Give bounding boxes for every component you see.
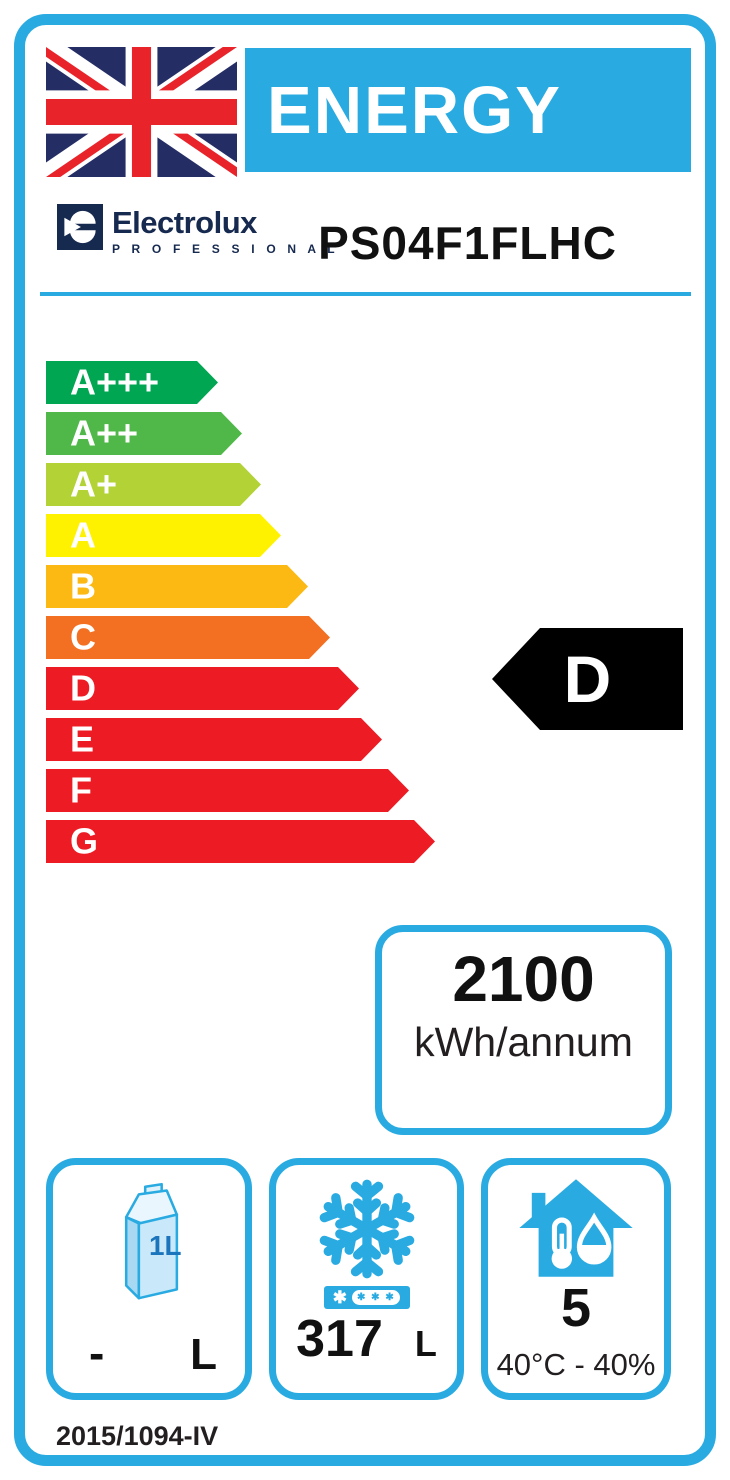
- rating-arrow-e: E: [46, 718, 382, 761]
- rating-arrow-label: E: [70, 717, 95, 759]
- current-rating-arrow: D: [492, 628, 683, 730]
- chilled-volume-unit: L: [190, 1330, 217, 1379]
- climate-condition: 40°C - 40%: [496, 1347, 656, 1382]
- energy-consumption-box: 2100 kWh/annum: [375, 925, 672, 1135]
- model-number: PS04F1FLHC: [318, 217, 617, 269]
- frozen-volume-unit: L: [414, 1323, 437, 1364]
- freezer-star-icon: ✱: [332, 1288, 348, 1307]
- snowflake-icon: [315, 1177, 419, 1281]
- freezer-star-rating-badge: ✱ ✱ ✱ ✱: [323, 1286, 410, 1309]
- rating-arrow-ap: A+: [46, 463, 261, 506]
- header-divider: [40, 292, 691, 296]
- rating-scale: A+++ A++ A+ A B C D E F G D: [46, 361, 686, 862]
- rating-arrow-label: A: [70, 513, 96, 555]
- rating-arrow-c: C: [46, 616, 330, 659]
- brand-wordmark: Electrolux P R O F E S S I O N A L: [112, 204, 339, 256]
- frozen-volume-value: 317: [296, 1310, 383, 1368]
- carton-volume-label: 1L: [149, 1230, 182, 1261]
- label-border: [14, 14, 716, 1466]
- milk-carton-icon: 1L: [124, 1182, 182, 1300]
- rating-arrow-a: A: [46, 514, 281, 557]
- rating-arrow-label: A++: [70, 411, 139, 453]
- rating-arrow-label: C: [70, 615, 96, 657]
- rating-arrow-label: D: [70, 666, 96, 708]
- climate-class-value: 5: [560, 1278, 592, 1338]
- chilled-volume-box: 1L - L: [46, 1158, 252, 1400]
- rating-arrow-label: G: [70, 819, 99, 861]
- house-icon: [519, 1179, 633, 1277]
- rating-arrow-app: A++: [46, 412, 242, 455]
- energy-consumption-value: 2100: [452, 943, 595, 1015]
- current-rating-letter: D: [563, 642, 612, 716]
- rating-arrow-label: A+: [70, 462, 118, 504]
- rating-arrow-label: F: [70, 768, 92, 810]
- rating-arrow-label: B: [70, 564, 96, 606]
- rating-arrow-f: F: [46, 769, 409, 812]
- rating-arrow-g: G: [46, 820, 435, 863]
- chilled-volume-value: -: [89, 1327, 105, 1379]
- climate-class-box: 5 40°C - 40%: [481, 1158, 671, 1400]
- thermometer-icon: [551, 1217, 573, 1269]
- energy-consumption-unit: kWh/annum: [414, 1019, 633, 1066]
- energy-banner: ENERGY: [245, 48, 691, 172]
- freezer-three-stars-icon: ✱ ✱ ✱: [352, 1290, 401, 1305]
- droplet-icon: [576, 1212, 612, 1265]
- union-jack-flag-icon: [46, 47, 237, 177]
- brand-logo: Electrolux P R O F E S S I O N A L: [57, 204, 339, 256]
- frozen-value-row: 317 L: [296, 1313, 437, 1365]
- electrolux-logo-icon: [57, 204, 103, 250]
- energy-title: ENERGY: [267, 72, 562, 148]
- brand-subtitle: P R O F E S S I O N A L: [112, 241, 339, 256]
- rating-arrow-label: A+++: [70, 360, 160, 402]
- frozen-volume-box: ✱ ✱ ✱ ✱ 317 L: [269, 1158, 464, 1400]
- rating-arrow-appp: A+++: [46, 361, 218, 404]
- regulation-reference: 2015/1094-IV: [56, 1421, 219, 1451]
- chilled-value-row: - L: [89, 1330, 217, 1377]
- brand-name: Electrolux: [112, 205, 257, 240]
- rating-arrow-b: B: [46, 565, 308, 608]
- feature-boxes: 1L - L: [46, 1158, 673, 1400]
- rating-arrow-d: D: [46, 667, 359, 710]
